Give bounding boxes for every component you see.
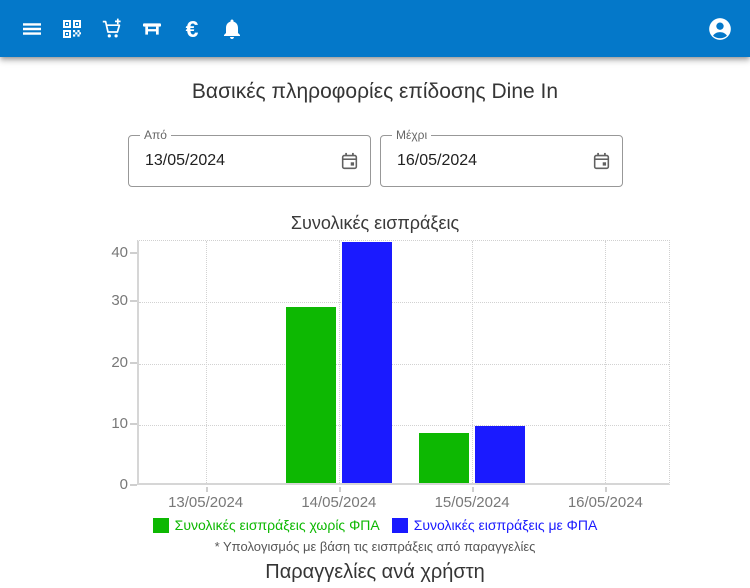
bell-icon xyxy=(224,19,240,39)
y-axis-label: 0 xyxy=(119,476,128,493)
app-bar: € xyxy=(0,0,750,57)
y-axis-tick xyxy=(130,252,137,254)
notifications-button[interactable] xyxy=(212,9,252,49)
legend-label: Συνολικές εισπράξεις με ΦΠΑ xyxy=(413,517,598,533)
x-gridline xyxy=(205,241,207,483)
legend-swatch xyxy=(152,518,169,533)
bar-without-vat xyxy=(419,432,470,483)
bar-with-vat xyxy=(475,425,526,483)
euro-icon: € xyxy=(185,15,199,42)
x-gridline xyxy=(472,241,474,483)
legend-label: Συνολικές εισπράξεις χωρίς ΦΠΑ xyxy=(174,517,380,533)
date-filters: Από 13/05/2024 Μέχρι 16/05/2024 xyxy=(128,128,623,187)
y-axis-tick xyxy=(130,300,137,303)
x-axis-tick xyxy=(605,487,608,492)
y-gridline xyxy=(139,302,669,304)
x-gridline xyxy=(605,241,607,483)
page-title: Βασικές πληροφορίες επίδοσης Dine In xyxy=(191,80,559,103)
x-axis-tick xyxy=(472,487,475,492)
y-axis-label: 10 xyxy=(111,414,128,432)
menu-icon xyxy=(23,22,41,35)
date-to-label: Μέχρι xyxy=(392,128,432,143)
payments-button[interactable]: € xyxy=(172,9,212,49)
add-order-button[interactable] xyxy=(92,9,132,49)
y-axis-label: 20 xyxy=(111,353,128,371)
legend-swatch xyxy=(391,518,408,533)
table-icon xyxy=(143,22,161,35)
legend-item: Συνολικές εισπράξεις χωρίς ΦΠΑ xyxy=(152,517,380,534)
y-axis-label: 40 xyxy=(111,244,128,261)
date-to-value: 16/05/2024 xyxy=(397,152,478,169)
y-axis-label: 30 xyxy=(111,292,128,310)
section-title-orders: Παραγγελίες ανά χρήστη xyxy=(265,561,485,583)
y-axis-tick xyxy=(130,484,137,486)
x-axis-label: 16/05/2024 xyxy=(567,494,643,511)
calendar-icon[interactable] xyxy=(339,151,360,172)
chart-plot-area xyxy=(137,240,670,485)
account-circle-icon xyxy=(709,17,731,40)
x-axis-tick xyxy=(338,487,341,492)
tables-button[interactable] xyxy=(132,9,172,49)
date-from-label: Από xyxy=(140,128,171,143)
y-gridline xyxy=(139,363,669,365)
x-gridline xyxy=(338,241,340,483)
date-from-field[interactable]: Από 13/05/2024 xyxy=(128,128,371,187)
x-axis-tick xyxy=(205,487,208,492)
bar-with-vat xyxy=(341,242,392,483)
bar-without-vat xyxy=(285,306,336,483)
y-axis-tick xyxy=(130,422,137,425)
menu-button[interactable] xyxy=(12,9,52,49)
chart-legend: Συνολικές εισπράξεις χωρίς ΦΠΑ Συνολικές … xyxy=(0,517,750,534)
y-gridline xyxy=(139,424,669,426)
calendar-icon[interactable] xyxy=(591,151,612,172)
x-axis-label: 13/05/2024 xyxy=(168,494,244,511)
chart-footnote: * Υπολογισμός με βάση τις εισπράξεις από… xyxy=(214,539,536,554)
qr-code-button[interactable] xyxy=(52,9,92,49)
x-axis-label: 15/05/2024 xyxy=(434,494,510,511)
account-button[interactable] xyxy=(700,9,740,49)
date-to-field[interactable]: Μέχρι 16/05/2024 xyxy=(380,128,623,187)
y-axis-tick xyxy=(130,361,137,364)
date-from-value: 13/05/2024 xyxy=(145,152,226,169)
receipts-chart: 0 10 20 30 40 13/05/2024 14/05/2024 15/05/2024 1… xyxy=(0,238,750,518)
chart-title: Συνολικές εισπράξεις xyxy=(290,213,460,233)
add-cart-icon xyxy=(102,18,121,37)
qr-code-icon xyxy=(63,19,81,38)
x-axis-label: 14/05/2024 xyxy=(301,494,377,511)
legend-item: Συνολικές εισπράξεις με ΦΠΑ xyxy=(391,517,598,534)
